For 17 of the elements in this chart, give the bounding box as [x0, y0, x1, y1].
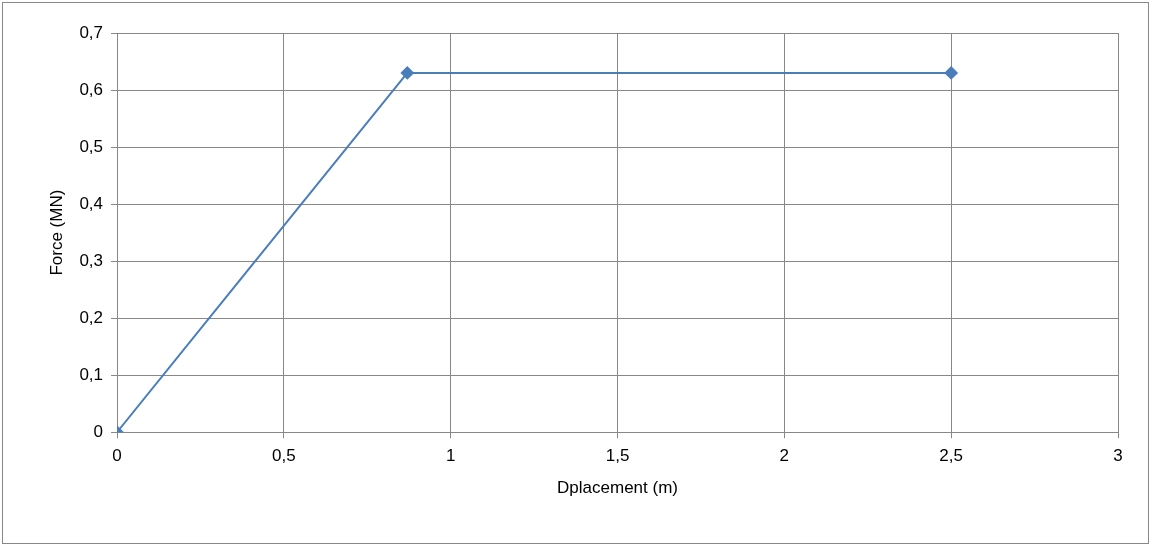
y-tick-label: 0,6	[79, 79, 104, 99]
x-tick-label: 0	[112, 446, 122, 466]
x-tick-label: 2	[779, 446, 790, 466]
x-tick-label: 2,5	[939, 446, 963, 466]
y-tick-label: 0,4	[79, 193, 104, 213]
y-tick-label: 0,5	[79, 136, 104, 156]
y-tick-label: 0,7	[79, 22, 104, 42]
y-tick-label: 0,2	[79, 307, 104, 327]
x-tick-label: 3	[1113, 446, 1123, 466]
x-tick-label: 1,5	[605, 446, 630, 466]
x-tick-label: 1	[445, 446, 456, 466]
y-tick-label: 0,3	[79, 250, 104, 270]
y-tick-label: 0,1	[79, 364, 104, 384]
y-tick-label: 0	[93, 421, 104, 441]
x-tick-label: 0,5	[272, 446, 296, 466]
y-axis-title: Force (MN)	[46, 189, 66, 276]
x-axis-title: Dplacement (m)	[557, 478, 678, 498]
